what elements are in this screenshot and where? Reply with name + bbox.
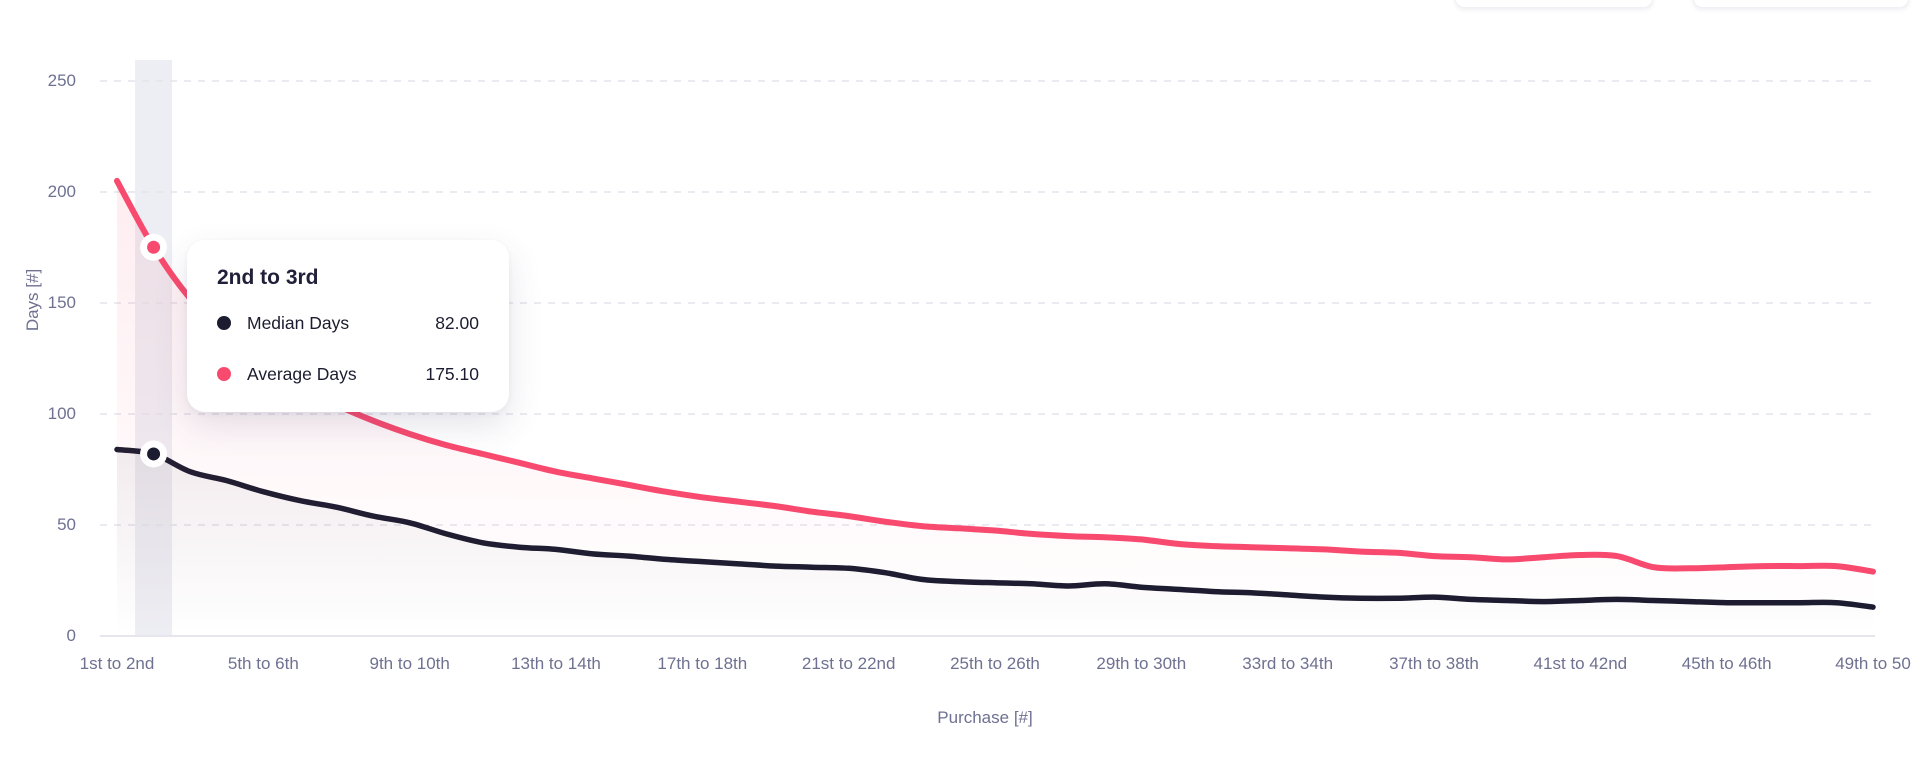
y-tick-label-50: 50 bbox=[57, 515, 76, 534]
x-tick-label-29: 29th to 30th bbox=[1096, 654, 1187, 673]
tooltip-series-value: 82.00 bbox=[435, 312, 479, 333]
x-tick-label-45: 45th to 46th bbox=[1681, 654, 1772, 673]
x-tick-label-13: 13th to 14th bbox=[511, 654, 601, 673]
y-tick-label-150: 150 bbox=[47, 293, 76, 312]
x-tick-label-5: 5th to 6th bbox=[227, 654, 299, 673]
tooltip-series-label: Average Days bbox=[247, 363, 357, 384]
tooltip-row-average: Average Days 175.10 bbox=[217, 359, 479, 389]
tooltip-series-value: 175.10 bbox=[425, 363, 479, 384]
average-days-dot-icon bbox=[217, 367, 231, 381]
tooltip-title: 2nd to 3rd bbox=[217, 266, 319, 289]
y-tick-label-100: 100 bbox=[47, 404, 76, 423]
y-tick-label-0: 0 bbox=[66, 626, 76, 645]
median-days-marker[interactable] bbox=[147, 447, 161, 461]
x-tick-label-21: 21st to 22nd bbox=[801, 654, 896, 673]
x-tick-label-49: 49th to 50 bbox=[1835, 654, 1911, 673]
chart-tooltip: 2nd to 3rd Median Days 82.00 Average Day… bbox=[187, 240, 509, 412]
y-tick-label-200: 200 bbox=[47, 182, 76, 201]
y-tick-label-250: 250 bbox=[47, 71, 76, 90]
x-tick-label-9: 9th to 10th bbox=[369, 654, 450, 673]
x-tick-label-25: 25th to 26th bbox=[950, 654, 1040, 673]
x-tick-label-37: 37th to 38th bbox=[1389, 654, 1479, 673]
tooltip-series-label: Median Days bbox=[247, 312, 350, 333]
average-days-line bbox=[114, 177, 1876, 575]
average-days-marker[interactable] bbox=[147, 240, 161, 254]
x-tick-label-1: 1st to 2nd bbox=[79, 654, 155, 673]
x-axis-title: Purchase [#] bbox=[937, 708, 1033, 727]
tooltip-row-median: Median Days 82.00 bbox=[217, 308, 479, 338]
y-axis-title: Days [#] bbox=[23, 268, 42, 332]
median-days-dot-icon bbox=[217, 316, 231, 330]
x-tick-label-33: 33rd to 34th bbox=[1242, 654, 1334, 673]
x-tick-label-17: 17th to 18th bbox=[657, 654, 748, 673]
average-days-area bbox=[117, 180, 1873, 636]
x-tick-label-41: 41st to 42nd bbox=[1533, 654, 1628, 673]
